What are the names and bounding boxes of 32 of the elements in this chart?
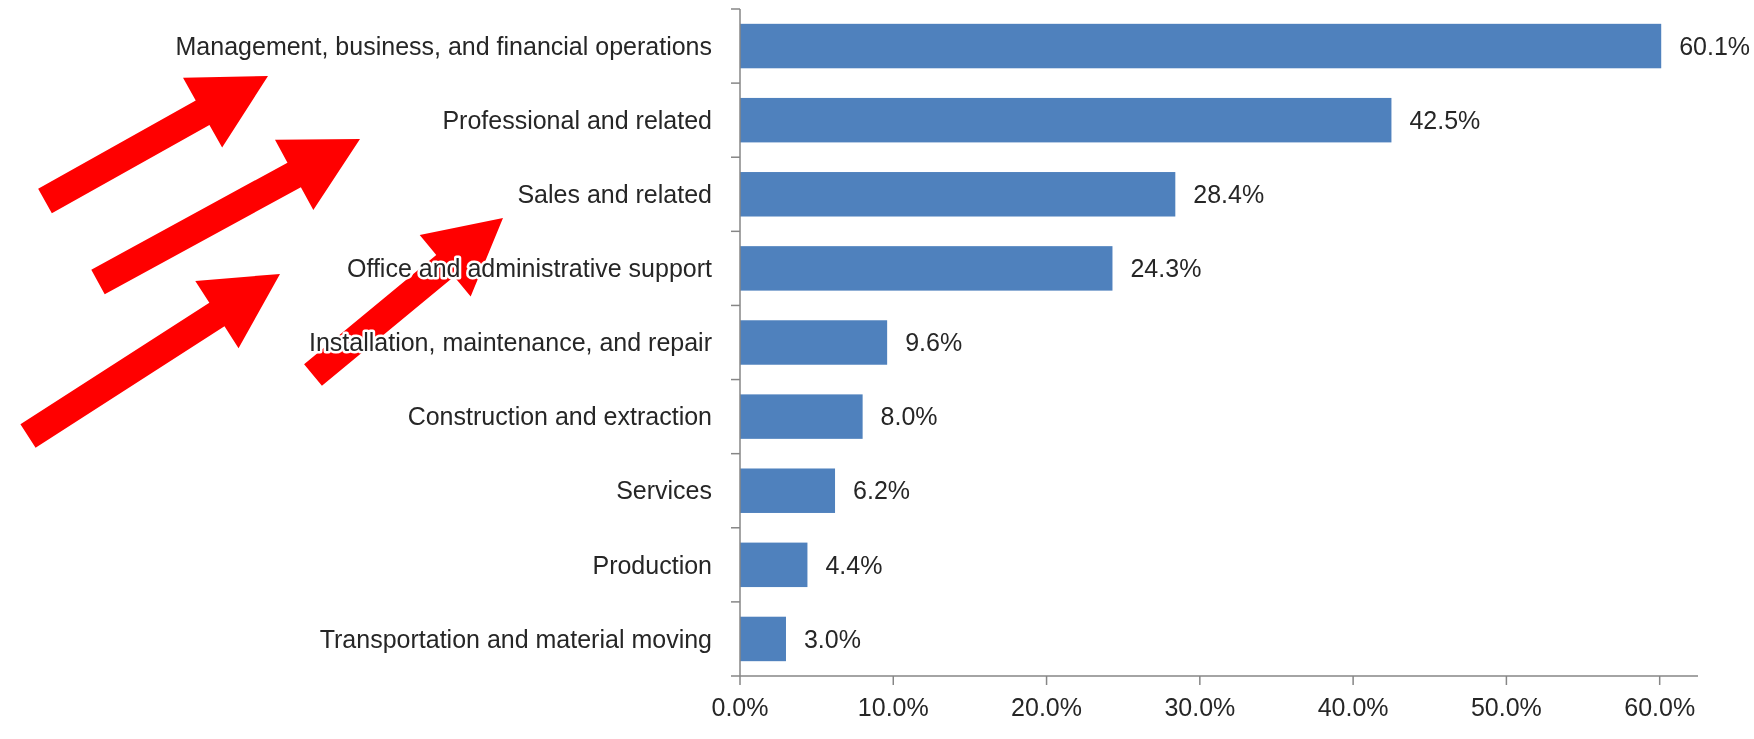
y-tick-label: Management, business, and financial operations xyxy=(175,31,712,60)
bar xyxy=(740,394,863,439)
x-tick-label: 40.0% xyxy=(1317,693,1389,721)
data-label: 42.5% xyxy=(1409,105,1481,134)
data-label: 8.0% xyxy=(880,402,938,431)
bar xyxy=(740,246,1113,291)
bar xyxy=(740,616,786,662)
x-tick-label: 30.0% xyxy=(1164,693,1236,721)
data-label: 9.6% xyxy=(905,328,963,357)
x-tick-label: 20.0% xyxy=(1011,693,1083,721)
data-label: 4.4% xyxy=(825,550,883,579)
data-label: 60.1% xyxy=(1679,31,1751,60)
x-tick-label: 50.0% xyxy=(1470,693,1542,721)
bar xyxy=(740,97,1392,143)
y-tick-label: Professional and related xyxy=(442,105,712,134)
data-label: 6.2% xyxy=(853,476,911,505)
y-tick-label: Transportation and material moving xyxy=(319,624,712,653)
bar xyxy=(740,172,1176,217)
data-label: 28.4% xyxy=(1193,180,1265,209)
bar xyxy=(740,542,808,588)
y-tick-label: Construction and extraction xyxy=(407,402,712,431)
y-tick-label: Sales and related xyxy=(517,180,712,209)
bar xyxy=(740,320,888,365)
x-tick-label: 60.0% xyxy=(1624,693,1696,721)
bar xyxy=(740,468,836,513)
y-tick-label: Production xyxy=(592,550,712,579)
bar xyxy=(740,23,1662,69)
x-tick-label: 10.0% xyxy=(857,693,929,721)
x-tick-label: 0.0% xyxy=(711,693,769,721)
y-tick-label: Services xyxy=(616,476,712,505)
data-label: 3.0% xyxy=(803,624,861,653)
data-label: 24.3% xyxy=(1130,254,1202,283)
